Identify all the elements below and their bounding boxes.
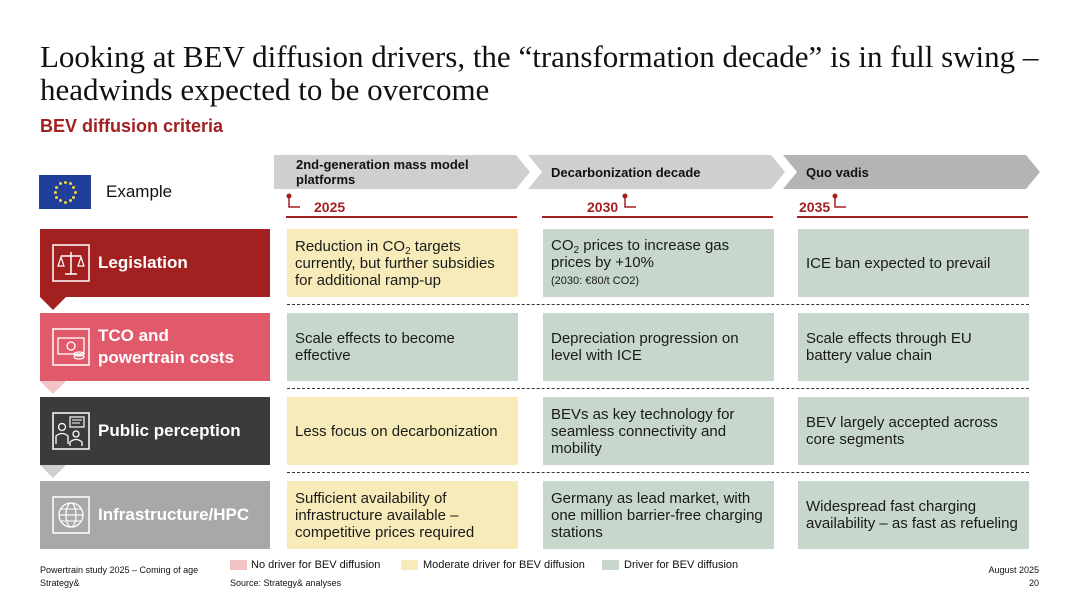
flag-star bbox=[58, 199, 62, 203]
footer-study: Powertrain study 2025 – Coming of age bbox=[40, 565, 199, 575]
globe-icon bbox=[52, 496, 90, 534]
row-label-infrastructure: Infrastructure/HPC bbox=[98, 505, 250, 524]
legend-label-moderate: Moderate driver for BEV diffusion bbox=[423, 559, 585, 571]
row-header-legislation: Legislation bbox=[40, 229, 270, 297]
legend-swatch-moderate bbox=[401, 560, 418, 570]
page-subtitle: BEV diffusion criteria bbox=[40, 116, 224, 136]
flag-star bbox=[63, 180, 67, 184]
row-divider bbox=[287, 472, 1029, 473]
cell-tco-2025: Scale effects to become effective bbox=[287, 313, 518, 381]
legend-label-no-driver: No driver for BEV diffusion bbox=[251, 559, 381, 571]
cell-public-perception-2035: BEV largely accepted across core segment… bbox=[798, 397, 1029, 465]
flag-star bbox=[68, 199, 72, 203]
flag-star bbox=[68, 181, 72, 185]
timeline-line-3 bbox=[797, 216, 1028, 218]
row-divider bbox=[287, 388, 1029, 389]
cell-public-perception-2030: BEVs as key technology for seamless conn… bbox=[543, 397, 774, 465]
row-label-tco: TCO and powertrain costs bbox=[98, 326, 235, 367]
row-header-tco: TCO and powertrain costs bbox=[40, 313, 270, 381]
people-icon bbox=[52, 412, 90, 450]
phase-chevrons bbox=[274, 155, 1040, 189]
phase-chevron-3 bbox=[783, 155, 1040, 189]
example-label: Example bbox=[106, 182, 173, 201]
year-2035: 2035 bbox=[799, 199, 831, 215]
year-2030: 2030 bbox=[587, 199, 619, 215]
cell-infrastructure-2025: Sufficient availability of infrastructur… bbox=[287, 481, 518, 549]
phase-chevron-2 bbox=[528, 155, 785, 189]
scales-icon bbox=[52, 244, 90, 282]
flag-star bbox=[54, 185, 58, 189]
cell-infrastructure-2030: Germany as lead market, with one million… bbox=[543, 481, 774, 549]
legend-label-driver: Driver for BEV diffusion bbox=[624, 559, 739, 571]
cell-tco-2030: Depreciation progression on level with I… bbox=[543, 313, 774, 381]
cell-legislation-2035: ICE ban expected to prevail bbox=[798, 229, 1029, 297]
flag-star bbox=[72, 195, 76, 199]
cell-tco-2035: Scale effects through EU battery value c… bbox=[798, 313, 1029, 381]
cost-icon bbox=[52, 328, 90, 366]
cell-infrastructure-2035: Widespread fast charging availability – … bbox=[798, 481, 1029, 549]
row-notch bbox=[40, 465, 66, 478]
eu-flag-icon bbox=[39, 175, 91, 209]
footer-date: August 2025 bbox=[988, 565, 1039, 575]
legend-swatch-no-driver bbox=[230, 560, 247, 570]
cell-public-perception-2025: Less focus on decarbonization bbox=[287, 397, 518, 465]
row-header-infrastructure: Infrastructure/HPC bbox=[40, 481, 270, 549]
legend-swatch-driver bbox=[602, 560, 619, 570]
cell-legislation-2030: CO2 prices to increase gas prices by +10… bbox=[543, 229, 774, 297]
year-2025: 2025 bbox=[314, 199, 346, 215]
page-title: Looking at BEV diffusion drivers, the “t… bbox=[40, 39, 1039, 107]
row-header-public-perception: Public perception bbox=[40, 397, 270, 465]
flag-star bbox=[58, 181, 62, 185]
footer-brand: Strategy& bbox=[40, 578, 80, 588]
timeline-line-1 bbox=[286, 216, 517, 218]
row-divider bbox=[287, 304, 1029, 305]
flag-star bbox=[73, 190, 77, 194]
row-label-legislation: Legislation bbox=[98, 253, 188, 272]
phase-chevron-1 bbox=[274, 155, 530, 189]
footer-page-number: 20 bbox=[1028, 578, 1039, 588]
phase-label-2: Decarbonization decade bbox=[551, 164, 701, 180]
flag-star bbox=[63, 200, 67, 204]
cell-legislation-2025: Reduction in CO2 targets currently, but … bbox=[287, 229, 518, 297]
phase-label-1: 2nd-generation mass model platforms bbox=[296, 157, 469, 187]
flag-star bbox=[54, 195, 58, 199]
row-notch bbox=[40, 381, 66, 394]
flag-star bbox=[72, 185, 76, 189]
footer-source: Source: Strategy& analyses bbox=[230, 578, 342, 588]
year-markers bbox=[286, 193, 846, 208]
flag-star bbox=[53, 190, 57, 194]
row-notch bbox=[40, 297, 66, 310]
phase-label-3: Quo vadis bbox=[806, 164, 869, 180]
row-label-public-perception: Public perception bbox=[98, 421, 241, 440]
timeline-line-2 bbox=[542, 216, 773, 218]
